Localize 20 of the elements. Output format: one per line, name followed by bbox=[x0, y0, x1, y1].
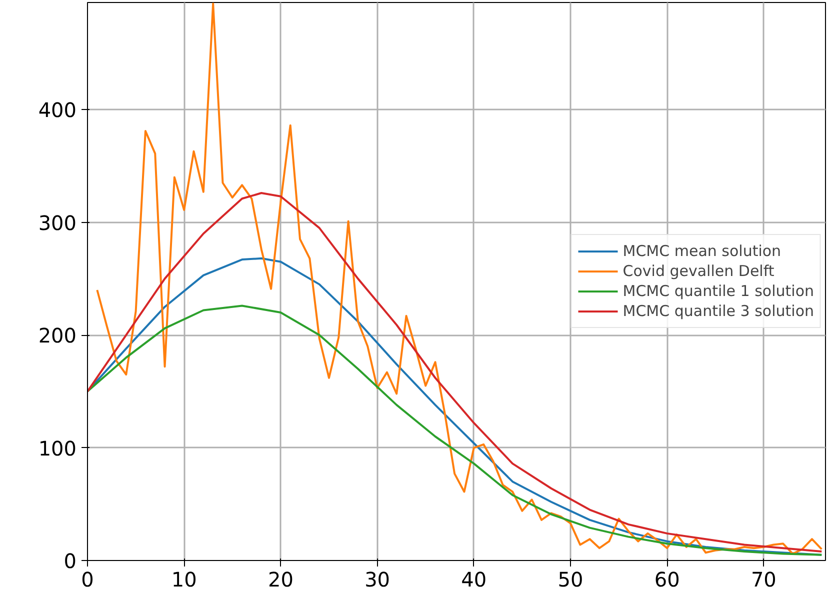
legend-label: Covid gevallen Delft bbox=[622, 262, 774, 280]
y-tick-label: 300 bbox=[38, 210, 77, 235]
line-series bbox=[88, 304, 823, 556]
legend-label: MCMC quantile 1 solution bbox=[622, 282, 814, 300]
y-tick-label: 200 bbox=[38, 324, 77, 348]
x-tick-label: 60 bbox=[654, 568, 680, 592]
x-tick-label: 20 bbox=[268, 568, 294, 592]
x-tick-label: 50 bbox=[558, 568, 584, 592]
x-tick-label: 0 bbox=[81, 568, 94, 592]
x-tick-label: 70 bbox=[750, 568, 776, 592]
x-tick-label: 30 bbox=[364, 568, 390, 592]
legend-label: MCMC quantile 3 solution bbox=[622, 302, 814, 320]
x-tick-label: 10 bbox=[171, 568, 197, 592]
y-tick-label: 0 bbox=[64, 549, 77, 573]
legend-label: MCMC mean solution bbox=[622, 242, 782, 260]
x-tick-label: 40 bbox=[461, 568, 487, 592]
y-tick-label: 100 bbox=[38, 436, 77, 460]
y-tick-label: 400 bbox=[38, 98, 77, 122]
line-series bbox=[88, 192, 823, 552]
line-series bbox=[96, 2, 823, 555]
